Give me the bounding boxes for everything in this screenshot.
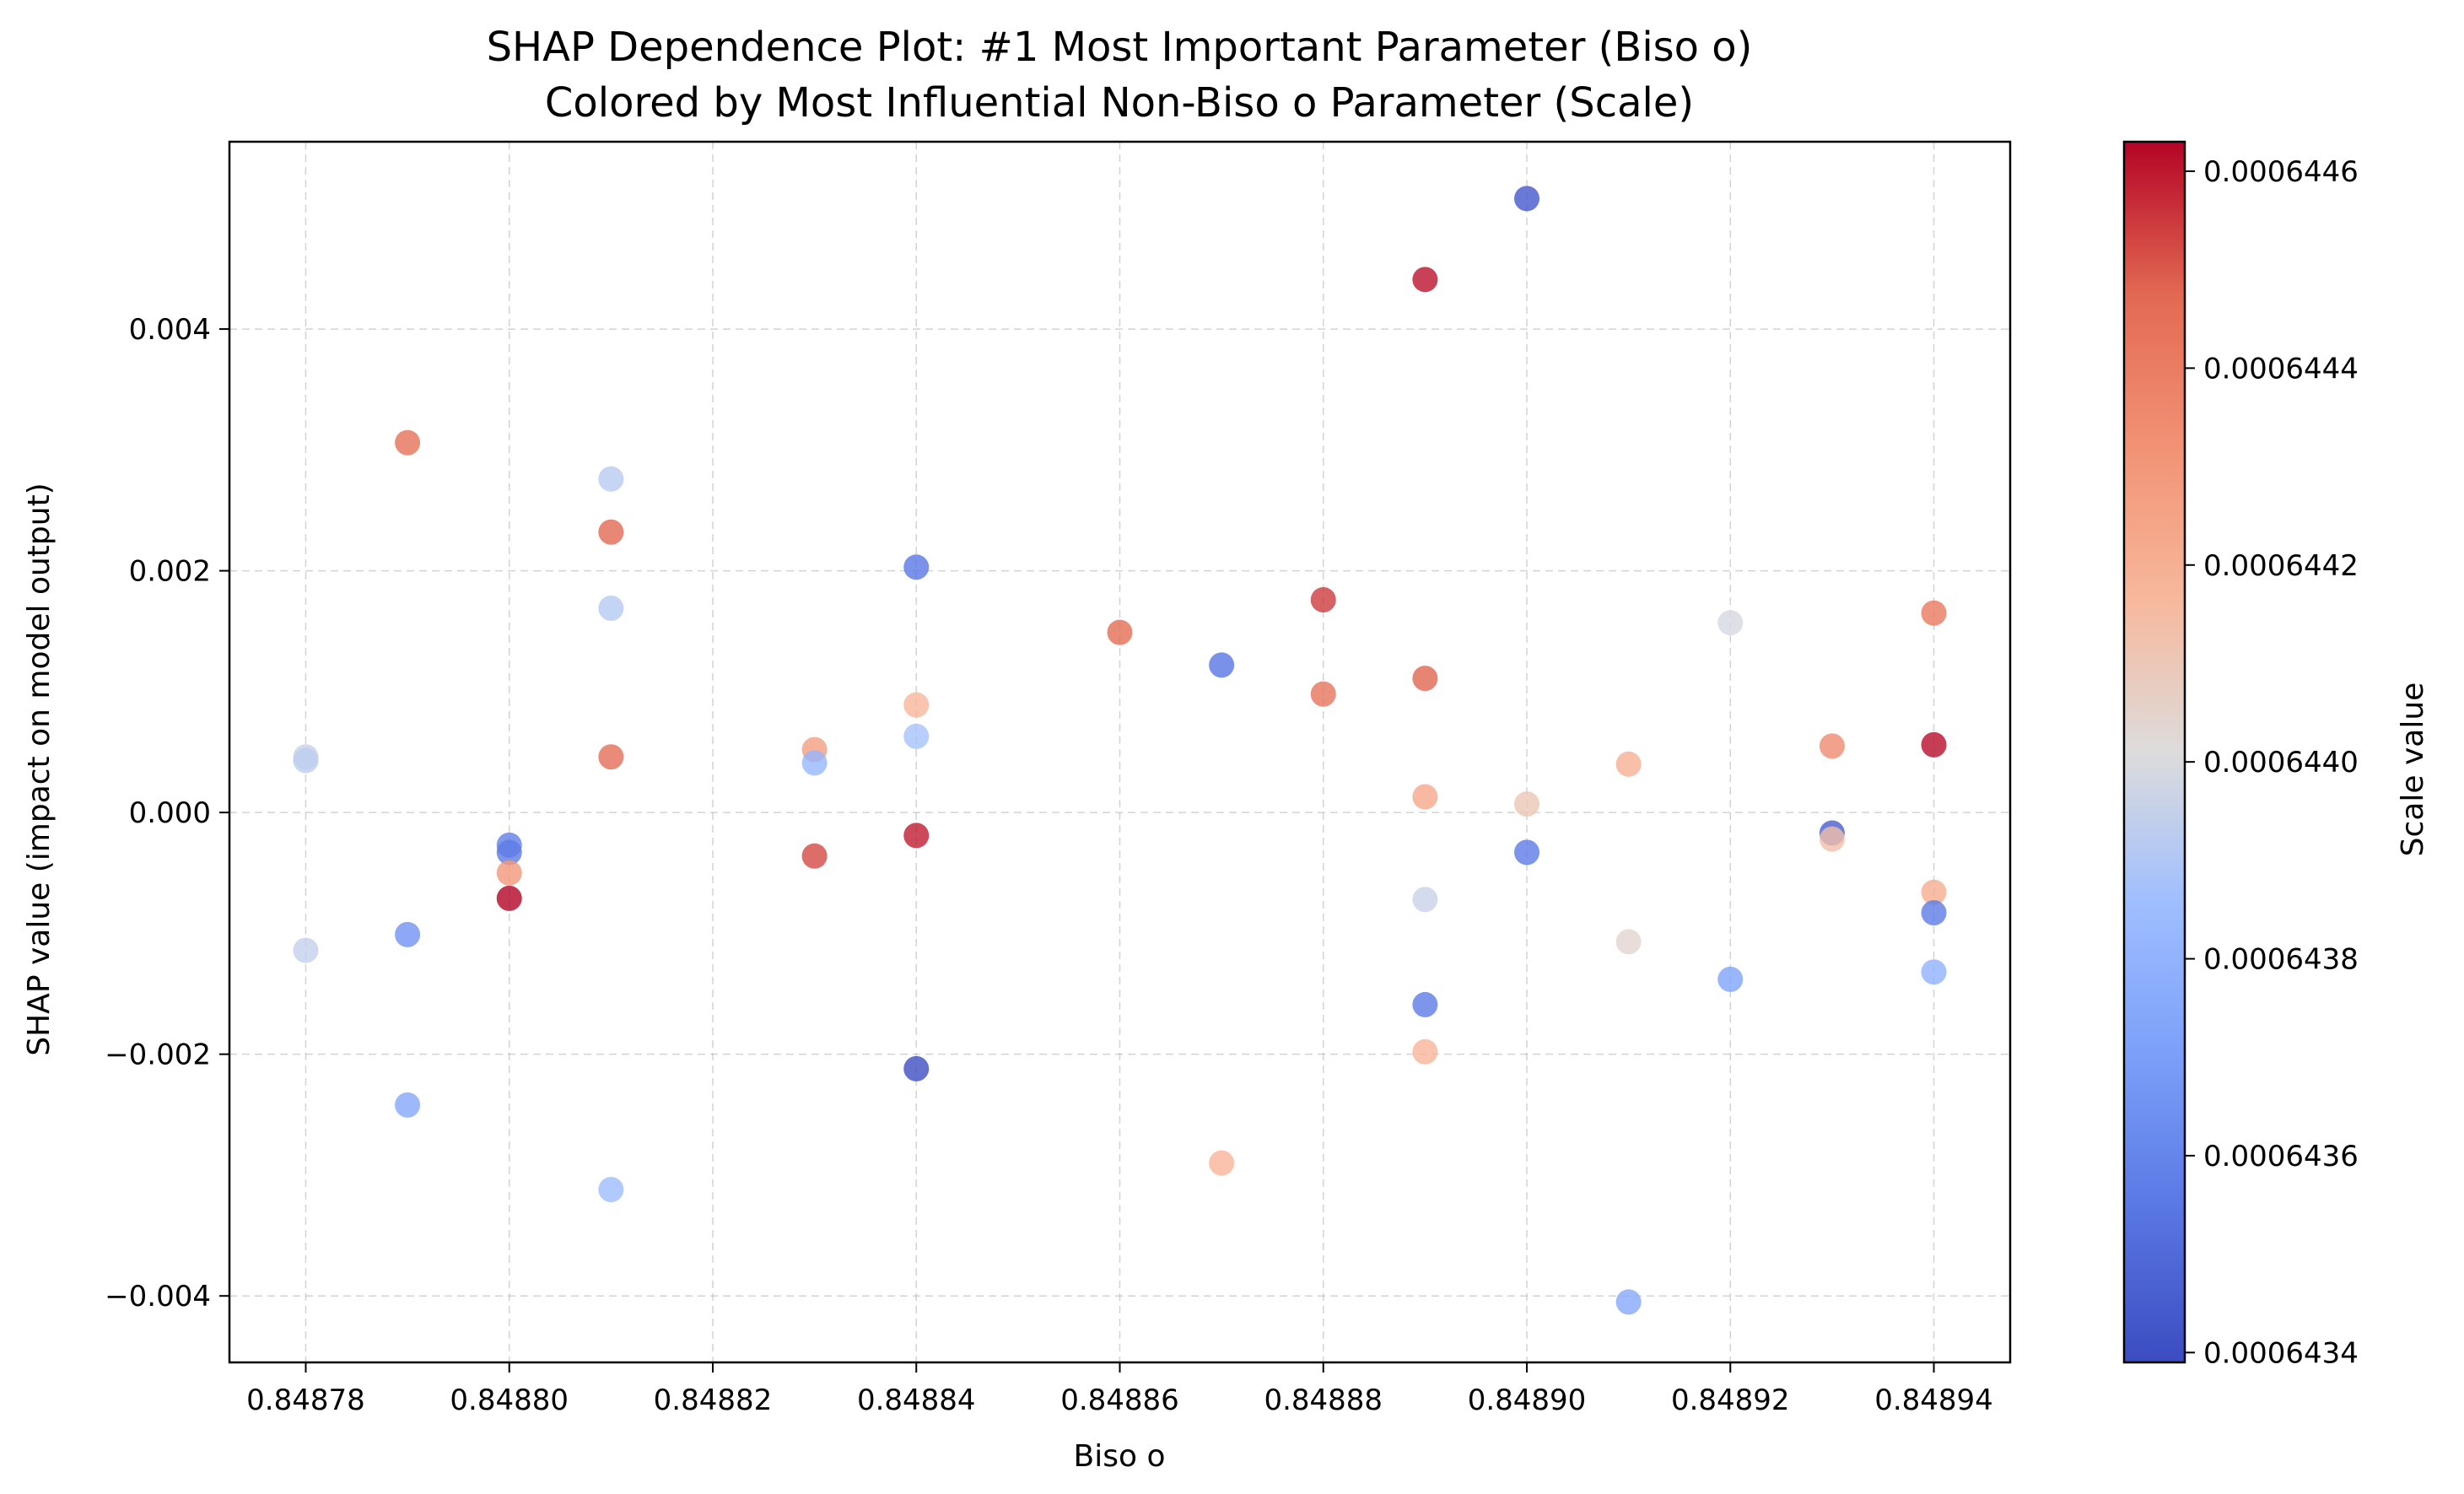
scatter-point <box>903 554 930 580</box>
y-tick-label: 0.002 <box>129 555 211 589</box>
scatter-point <box>598 1177 624 1203</box>
colorbar-tick-label: 0.0006434 <box>2203 1336 2359 1370</box>
scatter-point <box>801 750 828 776</box>
y-tick-label: 0.000 <box>129 796 211 830</box>
colorbar-tick-label: 0.0006442 <box>2203 549 2359 583</box>
plot-area: 0.84878 0.84880 0.84882 0.84884 0.84886 0.848… <box>105 140 2012 1417</box>
scatter-point <box>496 839 522 866</box>
x-tick-label: 0.84888 <box>1264 1383 1383 1417</box>
scatter-point <box>1615 929 1642 955</box>
colorbar-tick-label: 0.0006446 <box>2203 155 2359 189</box>
scatter-point <box>1921 731 1947 758</box>
scatter-point <box>1412 784 1438 810</box>
scatter-point <box>1819 733 1845 759</box>
x-tick-label: 0.84886 <box>1060 1383 1179 1417</box>
y-tick-label: 0.004 <box>129 313 211 347</box>
y-tick-label: −0.004 <box>105 1280 211 1313</box>
x-tick-label: 0.84878 <box>246 1383 365 1417</box>
scatter-point <box>1412 267 1438 293</box>
scatter-point <box>293 747 319 774</box>
scatter-point <box>496 860 522 886</box>
x-tick-label: 0.84882 <box>654 1383 773 1417</box>
colorbar-label: Scale value <box>2396 682 2430 857</box>
chart-title: SHAP Dependence Plot: #1 Most Important … <box>487 24 1753 71</box>
scatter-point <box>1514 839 1540 866</box>
scatter-point <box>1921 959 1947 985</box>
x-tick-label: 0.84892 <box>1671 1383 1790 1417</box>
scatter-point <box>1921 879 1947 905</box>
chart-subtitle: Colored by Most Influential Non-Biso o P… <box>545 79 1694 127</box>
scatter-point <box>1717 966 1744 992</box>
plot-frame <box>228 140 2012 1364</box>
scatter-point <box>801 843 828 869</box>
scatter-point <box>1615 751 1642 777</box>
scatter-point <box>293 937 319 963</box>
scatter-point <box>598 596 624 622</box>
scatter-point <box>496 885 522 911</box>
scatter-point <box>1717 610 1744 636</box>
scatter-point <box>903 1055 930 1081</box>
x-tick-label: 0.84890 <box>1468 1383 1587 1417</box>
scatter-point <box>1615 1289 1642 1315</box>
colorbar-tick-label: 0.0006440 <box>2203 746 2359 779</box>
scatter-point <box>395 921 421 947</box>
scatter-point <box>1412 887 1438 913</box>
scatter-point <box>1514 791 1540 817</box>
scatter-point <box>1819 826 1845 852</box>
y-tick-label: −0.002 <box>105 1038 211 1072</box>
scatter-point <box>1310 681 1336 707</box>
x-tick-label: 0.84884 <box>857 1383 976 1417</box>
scatter-point <box>1921 600 1947 626</box>
scatter-point <box>903 692 930 718</box>
scatter-point <box>598 519 624 545</box>
x-tick-label: 0.84880 <box>450 1383 569 1417</box>
scatter-point <box>598 744 624 770</box>
scatter-point <box>1107 619 1133 645</box>
colorbar-gradient <box>2122 140 2186 1364</box>
colorbar: 0.0006446 0.0006444 0.0006442 0.0006440 0.00… <box>2122 140 2359 1370</box>
scatter-point <box>1412 1038 1438 1065</box>
scatter-point <box>1310 586 1336 612</box>
scatter-point <box>1412 666 1438 692</box>
scatter-point <box>1921 900 1947 926</box>
scatter-point <box>1209 1150 1235 1176</box>
scatter-point <box>1209 652 1235 678</box>
scatter-point <box>903 823 930 849</box>
colorbar-tick-label: 0.0006444 <box>2203 352 2359 386</box>
colorbar-tick-label: 0.0006438 <box>2203 943 2359 977</box>
scatter-point <box>1514 186 1540 212</box>
scatter-point <box>903 723 930 749</box>
scatter-point <box>598 466 624 492</box>
scatter-point <box>1412 991 1438 1017</box>
x-axis-label: Biso o <box>1074 1439 1166 1474</box>
scatter-point <box>395 1092 421 1118</box>
x-tick-label: 0.84894 <box>1874 1383 1993 1417</box>
y-axis-label: SHAP value (impact on model output) <box>22 483 57 1055</box>
colorbar-tick-label: 0.0006436 <box>2203 1140 2359 1173</box>
scatter-point <box>395 429 421 456</box>
